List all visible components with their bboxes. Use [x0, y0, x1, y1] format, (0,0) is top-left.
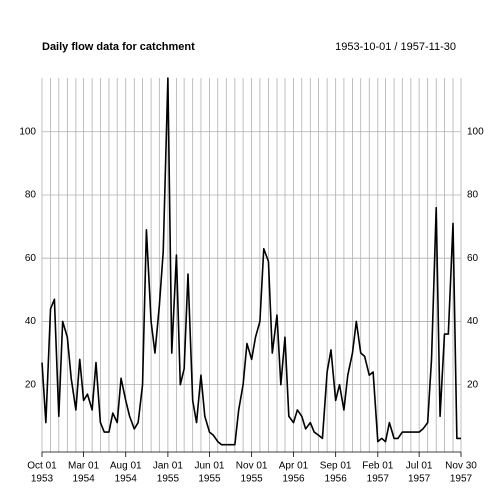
- x-tick-label: 1955: [198, 474, 221, 485]
- x-tick-label: 1954: [115, 474, 138, 485]
- x-tick-label: 1955: [241, 474, 264, 485]
- x-tick-label: Oct 01: [27, 461, 57, 472]
- y-tick-label: 80: [25, 190, 37, 201]
- x-tick-label: Sep 01: [320, 461, 352, 472]
- y-tick-label-right: 20: [467, 379, 479, 390]
- x-tick-label: 1953: [31, 474, 54, 485]
- y-tick-label-right: 100: [467, 126, 484, 137]
- chart-title: Daily flow data for catchment: [42, 41, 195, 53]
- y-tick-label-right: 60: [467, 253, 479, 264]
- x-tick-label: Nov 01: [236, 461, 268, 472]
- x-tick-label: Jan 01: [153, 461, 183, 472]
- x-tick-label: 1956: [325, 474, 348, 485]
- y-tick-label-right: 40: [467, 316, 479, 327]
- y-tick-label: 40: [25, 316, 37, 327]
- flow-line: [41, 77, 461, 446]
- x-tick-label: Mar 01: [68, 461, 100, 472]
- x-tick-label: Feb 01: [362, 461, 394, 472]
- x-tick-label: Aug 01: [110, 461, 142, 472]
- x-tick-label: 1957: [450, 474, 473, 485]
- chart-subtitle: 1953-10-01 / 1957-11-30: [335, 41, 456, 53]
- y-tick-label: 60: [25, 253, 37, 264]
- x-tick-label: 1957: [367, 474, 390, 485]
- y-tick-label: 20: [25, 379, 37, 390]
- x-tick-label: 1954: [72, 474, 95, 485]
- x-tick-label: Jun 01: [194, 461, 224, 472]
- x-tick-label: Nov 30: [445, 461, 477, 472]
- y-tick-label-right: 80: [467, 190, 479, 201]
- x-tick-label: Apr 01: [279, 461, 309, 472]
- x-tick-label: 1957: [408, 474, 431, 485]
- x-tick-label: 1955: [157, 474, 180, 485]
- y-tick-label: 100: [19, 126, 36, 137]
- x-tick-label: Jul 01: [406, 461, 433, 472]
- x-tick-label: 1956: [282, 474, 305, 485]
